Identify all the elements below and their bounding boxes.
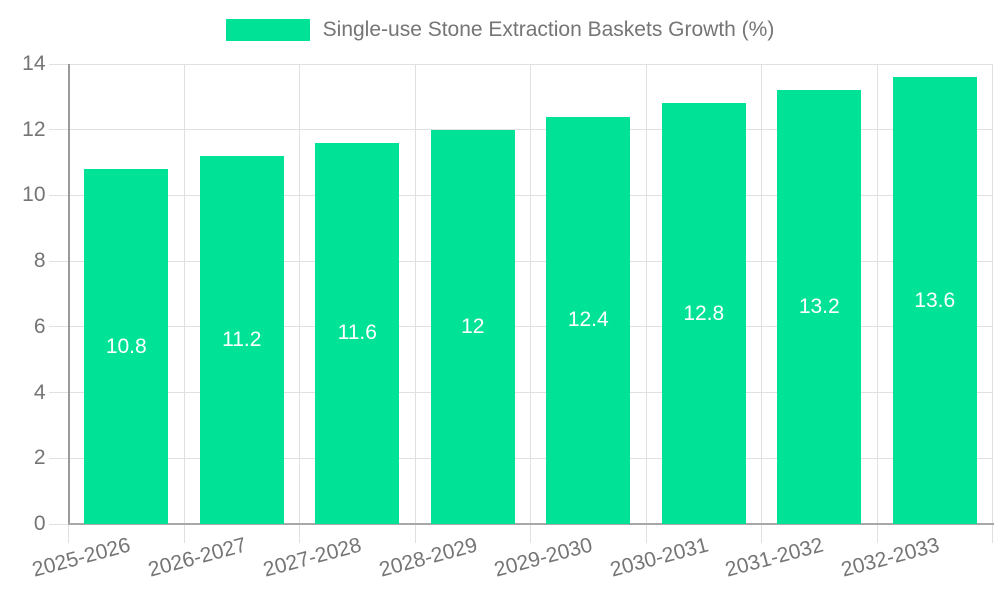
- bar-value-label: 13.6: [914, 288, 956, 312]
- y-axis-line: [67, 64, 70, 525]
- y-tick-label: 6: [33, 314, 46, 338]
- legend: Single-use Stone Extraction Baskets Grow…: [0, 17, 1000, 43]
- bar: [661, 103, 746, 524]
- bar: [199, 156, 284, 524]
- h-gridline: [48, 260, 993, 262]
- y-tick-label: 12: [22, 117, 46, 141]
- h-gridline: [48, 129, 993, 131]
- bar-value-label: 12.4: [567, 308, 609, 332]
- y-tick-label: 14: [22, 52, 46, 75]
- v-gridline: [299, 64, 300, 543]
- legend-label[interactable]: Single-use Stone Extraction Baskets Grow…: [322, 18, 775, 41]
- v-gridline: [414, 64, 416, 543]
- y-tick-label: 10: [22, 183, 46, 207]
- bar-value-label: 13.2: [798, 295, 840, 319]
- y-tick-label: 0: [33, 512, 46, 535]
- bar-value-label: 12.8: [683, 301, 725, 325]
- h-gridline: [48, 63, 993, 65]
- h-gridline: [48, 392, 993, 394]
- y-tick-label: 2: [33, 446, 46, 470]
- v-gridline: [992, 64, 993, 543]
- v-gridline: [876, 64, 878, 543]
- v-gridline: [183, 64, 185, 543]
- y-tick-label: 4: [33, 380, 46, 404]
- y-tick-label: 8: [33, 249, 46, 273]
- h-gridline: [48, 457, 993, 459]
- v-gridline: [530, 64, 531, 543]
- bar-value-label: 10.8: [105, 334, 147, 358]
- x-axis-line: [67, 523, 994, 525]
- v-gridline: [645, 64, 647, 543]
- v-gridline: [761, 64, 762, 543]
- bar: [84, 169, 169, 524]
- bar: [892, 77, 977, 524]
- bar: [546, 116, 631, 524]
- bar-value-label: 11.6: [337, 321, 377, 345]
- bar: [315, 142, 400, 524]
- bar-value-label: 11.2: [222, 328, 262, 351]
- bar: [777, 90, 862, 524]
- legend-swatch[interactable]: [225, 19, 310, 41]
- bar-value-label: 12: [461, 314, 485, 338]
- h-gridline: [48, 194, 993, 196]
- h-gridline: [48, 326, 993, 328]
- bar: [430, 129, 515, 524]
